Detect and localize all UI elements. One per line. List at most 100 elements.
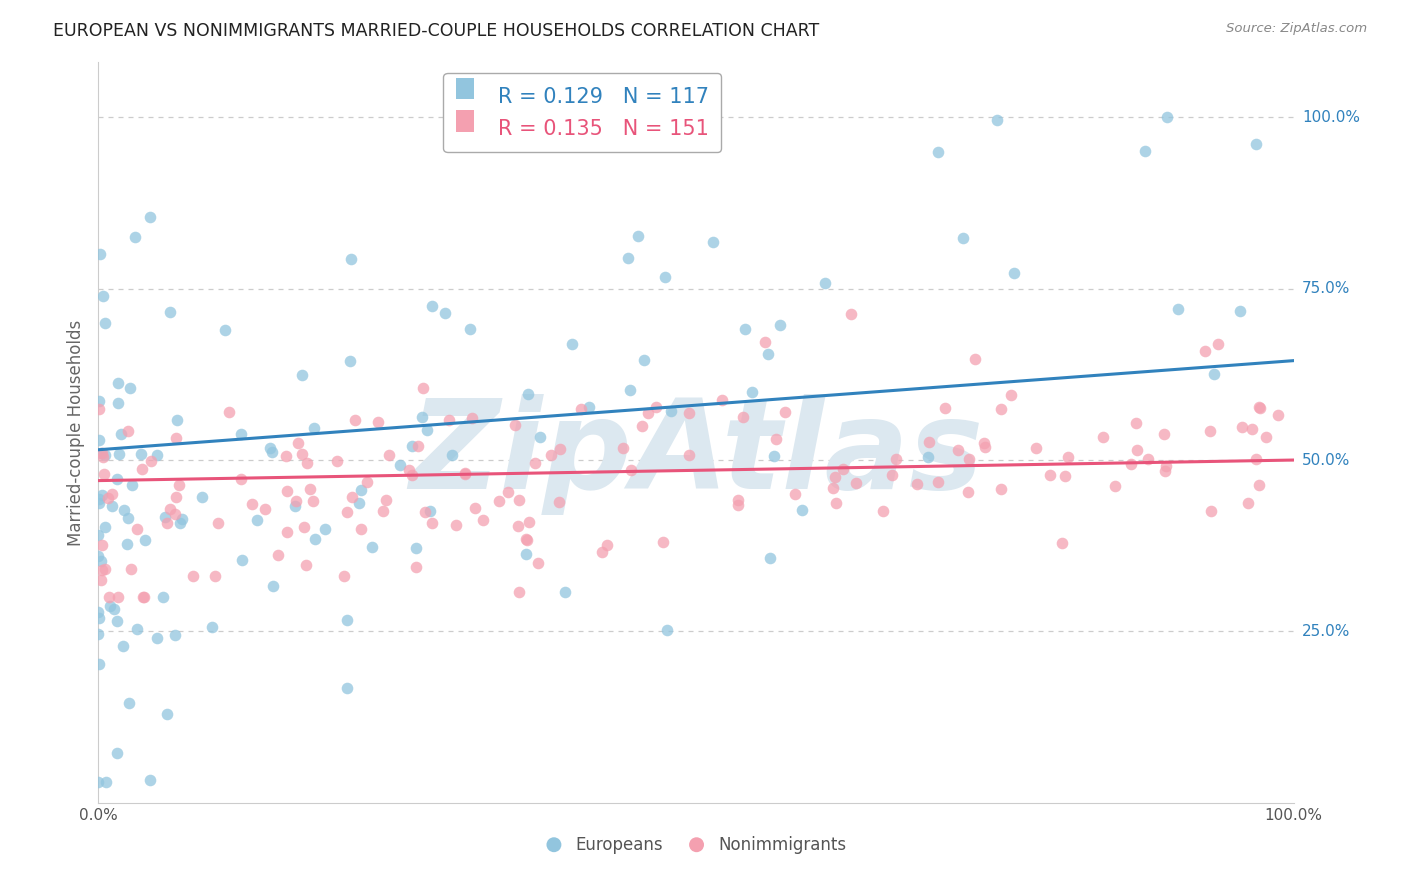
Nonimmigrants: [823, 481, 845, 495]
Europeans: [340, 252, 363, 266]
Nonimmigrants: [1039, 467, 1062, 482]
Europeans: [87, 657, 110, 671]
Europeans: [792, 503, 814, 517]
Nonimmigrants: [420, 516, 443, 530]
Nonimmigrants: [1247, 478, 1270, 492]
Europeans: [91, 289, 114, 303]
Europeans: [1202, 367, 1225, 381]
Nonimmigrants: [1267, 409, 1289, 423]
Nonimmigrants: [1237, 496, 1260, 510]
Text: ZipAtlas: ZipAtlas: [409, 394, 983, 516]
Nonimmigrants: [1054, 469, 1077, 483]
Europeans: [121, 477, 143, 491]
Nonimmigrants: [460, 410, 482, 425]
Europeans: [420, 299, 443, 313]
Nonimmigrants: [343, 413, 366, 427]
Europeans: [87, 495, 110, 509]
Europeans: [416, 423, 439, 437]
Europeans: [87, 605, 110, 619]
Nonimmigrants: [1199, 503, 1222, 517]
Nonimmigrants: [1137, 451, 1160, 466]
Europeans: [263, 579, 285, 593]
Nonimmigrants: [117, 424, 139, 438]
Europeans: [814, 276, 837, 290]
Europeans: [214, 323, 236, 337]
Europeans: [1133, 144, 1156, 158]
Europeans: [1002, 266, 1025, 280]
Nonimmigrants: [302, 493, 325, 508]
Europeans: [145, 631, 167, 645]
Europeans: [759, 550, 782, 565]
Nonimmigrants: [1230, 419, 1253, 434]
Nonimmigrants: [839, 306, 862, 320]
Europeans: [360, 540, 382, 554]
Nonimmigrants: [783, 487, 806, 501]
Nonimmigrants: [295, 456, 318, 470]
Europeans: [419, 504, 441, 518]
Nonimmigrants: [1240, 421, 1263, 435]
Nonimmigrants: [1254, 430, 1277, 444]
Nonimmigrants: [253, 501, 276, 516]
Nonimmigrants: [87, 402, 110, 417]
Nonimmigrants: [927, 475, 949, 490]
Nonimmigrants: [754, 335, 776, 350]
Nonimmigrants: [229, 473, 252, 487]
Europeans: [94, 448, 117, 462]
Nonimmigrants: [678, 448, 700, 462]
Europeans: [347, 496, 370, 510]
Nonimmigrants: [326, 454, 349, 468]
Nonimmigrants: [652, 534, 675, 549]
Europeans: [619, 383, 641, 397]
Europeans: [96, 775, 118, 789]
Europeans: [952, 230, 974, 244]
Text: 100.0%: 100.0%: [1302, 110, 1360, 125]
Nonimmigrants: [274, 449, 297, 463]
Nonimmigrants: [285, 493, 308, 508]
Europeans: [578, 400, 600, 414]
Nonimmigrants: [934, 401, 956, 415]
Europeans: [107, 376, 129, 390]
Europeans: [145, 448, 167, 462]
Europeans: [246, 513, 269, 527]
Europeans: [756, 347, 779, 361]
Nonimmigrants: [1000, 388, 1022, 402]
Nonimmigrants: [333, 568, 356, 582]
Nonimmigrants: [295, 558, 318, 572]
Nonimmigrants: [957, 485, 980, 500]
Europeans: [734, 322, 756, 336]
Nonimmigrants: [824, 469, 846, 483]
Europeans: [561, 337, 583, 351]
Europeans: [259, 441, 281, 455]
Europeans: [336, 681, 359, 695]
Europeans: [702, 235, 724, 249]
Nonimmigrants: [454, 467, 477, 481]
Nonimmigrants: [1199, 425, 1222, 439]
Nonimmigrants: [181, 568, 204, 582]
Text: Source: ZipAtlas.com: Source: ZipAtlas.com: [1226, 22, 1367, 36]
Europeans: [659, 404, 682, 418]
Nonimmigrants: [1249, 400, 1271, 414]
Europeans: [105, 746, 128, 760]
Text: EUROPEAN VS NONIMMIGRANTS MARRIED-COUPLE HOUSEHOLDS CORRELATION CHART: EUROPEAN VS NONIMMIGRANTS MARRIED-COUPLE…: [53, 22, 820, 40]
Nonimmigrants: [845, 476, 868, 491]
Europeans: [87, 627, 110, 641]
Europeans: [101, 499, 124, 513]
Europeans: [405, 541, 427, 555]
Nonimmigrants: [141, 454, 163, 468]
Nonimmigrants: [94, 562, 117, 576]
Nonimmigrants: [946, 443, 969, 458]
Europeans: [460, 322, 482, 336]
Nonimmigrants: [132, 590, 155, 604]
Y-axis label: Married-couple Households: Married-couple Households: [66, 319, 84, 546]
Text: 50.0%: 50.0%: [1302, 452, 1350, 467]
Nonimmigrants: [496, 485, 519, 500]
Nonimmigrants: [412, 380, 434, 394]
Nonimmigrants: [1244, 452, 1267, 467]
Europeans: [917, 450, 939, 465]
Nonimmigrants: [405, 560, 427, 574]
Nonimmigrants: [120, 562, 142, 576]
Europeans: [110, 427, 132, 442]
Nonimmigrants: [832, 462, 855, 476]
Nonimmigrants: [523, 456, 546, 470]
Europeans: [152, 590, 174, 604]
